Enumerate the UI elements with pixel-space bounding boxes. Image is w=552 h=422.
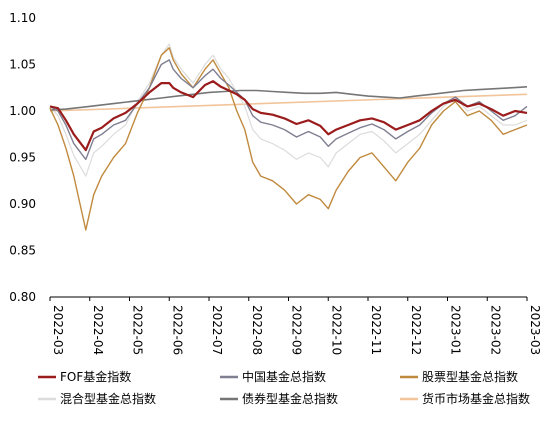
x-tick-label: 2023-02 [488,305,502,355]
series-line-3 [49,43,528,177]
legend-label: 债券型基金总指数 [242,391,338,406]
y-tick-label: 0.80 [9,290,36,304]
series-line-2 [49,47,528,231]
x-tick-label: 2022-12 [409,305,423,355]
x-axis: 2022-03 2022-04 2022-05 2022-06 2022-07 2022-… [49,296,542,355]
legend-label: 货币市场基金总指数 [422,391,530,406]
series-line-5 [49,93,528,112]
x-tick-label: 2022-10 [329,305,343,355]
y-tick-label: 0.95 [9,151,36,165]
legend-label: FOF基金指数 [60,369,131,384]
x-tick-label: 2022-08 [250,305,264,355]
x-tick-label: 2022-05 [131,305,145,355]
y-tick-label: 1.05 [9,58,36,72]
x-tick-label: 2023-03 [528,305,542,355]
y-tick-label: 0.85 [9,244,36,258]
legend-label: 混合型基金总指数 [60,391,156,406]
y-axis: 0.80 0.85 0.90 0.95 1.00 1.05 1.10 [9,11,36,304]
y-tick-label: 1.10 [9,11,36,25]
x-tick-label: 2022-03 [51,305,65,355]
x-tick-label: 2023-01 [449,305,463,355]
x-tick-label: 2022-07 [210,305,224,355]
plot-area [49,43,528,231]
x-tick-label: 2022-04 [91,305,105,355]
legend-label: 股票型基金总指数 [422,369,518,384]
series-line-4 [49,86,528,111]
legend-label: 中国基金总指数 [242,369,326,384]
y-tick-label: 1.00 [9,104,36,118]
x-tick-label: 2022-06 [170,305,184,355]
series-line-0 [49,80,528,152]
x-tick-label: 2022-09 [290,305,304,355]
x-tick-label: 2022-11 [369,305,383,355]
series-line-1 [49,59,528,161]
y-tick-label: 0.90 [9,197,36,211]
